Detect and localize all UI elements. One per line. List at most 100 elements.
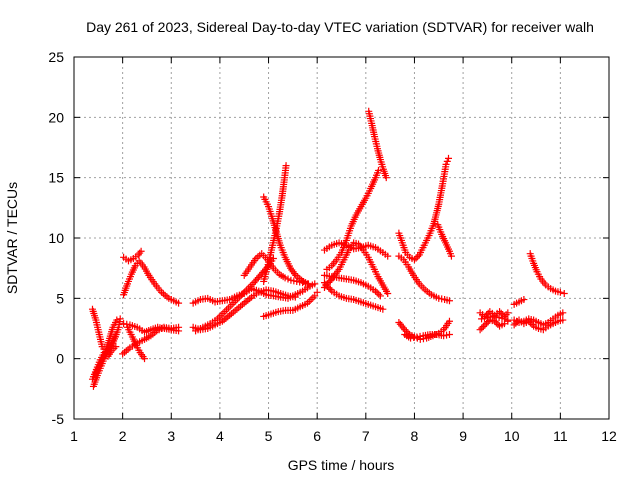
series-arc-15 bbox=[260, 162, 290, 285]
x-tick-label: 8 bbox=[411, 428, 419, 444]
series-arc-32 bbox=[526, 250, 568, 298]
y-tick-label: 10 bbox=[48, 230, 64, 246]
data-point bbox=[556, 288, 564, 296]
data-point bbox=[560, 290, 568, 298]
data-point bbox=[379, 305, 387, 313]
x-tick-label: 2 bbox=[119, 428, 127, 444]
data-point bbox=[491, 317, 499, 325]
data-point bbox=[484, 318, 492, 326]
y-tick-label: 15 bbox=[48, 170, 64, 186]
series-arc-25 bbox=[434, 221, 455, 260]
series-arc-22 bbox=[365, 107, 390, 182]
series-arc-26 bbox=[395, 317, 453, 343]
series-arc-16 bbox=[260, 288, 321, 320]
series-arc-14 bbox=[260, 193, 311, 288]
series-arc-21 bbox=[323, 166, 382, 273]
series-arc-08 bbox=[119, 323, 183, 358]
y-axis-label: SDTVAR / TECUs bbox=[4, 182, 20, 294]
data-point bbox=[528, 320, 536, 328]
data-point bbox=[375, 290, 383, 298]
y-tick-label: 5 bbox=[56, 290, 64, 306]
x-tick-label: 7 bbox=[362, 428, 370, 444]
data-point bbox=[112, 343, 120, 351]
x-axis-label: GPS time / hours bbox=[288, 457, 395, 473]
x-tick-label: 6 bbox=[313, 428, 321, 444]
data-point bbox=[559, 316, 567, 324]
data-point bbox=[512, 319, 520, 327]
data-point bbox=[412, 254, 420, 262]
series-arc-24 bbox=[395, 252, 453, 305]
data-point bbox=[291, 293, 299, 301]
data-point bbox=[239, 290, 247, 298]
data-point bbox=[442, 160, 450, 168]
series-arc-06 bbox=[120, 257, 183, 307]
data-point bbox=[479, 322, 487, 330]
data-point bbox=[226, 302, 234, 310]
data-point bbox=[525, 317, 533, 325]
x-tick-label: 9 bbox=[459, 428, 467, 444]
series-arc-23 bbox=[395, 154, 452, 264]
data-point bbox=[175, 323, 183, 331]
x-tick-label: 12 bbox=[601, 428, 617, 444]
data-point bbox=[483, 319, 491, 327]
data-point bbox=[309, 294, 317, 302]
data-point bbox=[504, 309, 512, 317]
x-tick-label: 1 bbox=[70, 428, 78, 444]
data-point bbox=[520, 296, 528, 304]
series-arc-09 bbox=[124, 323, 149, 363]
data-point bbox=[445, 154, 452, 162]
y-tick-label: -5 bbox=[52, 411, 65, 427]
data-point bbox=[481, 321, 489, 329]
data-point bbox=[559, 309, 567, 317]
data-point bbox=[313, 288, 321, 296]
data-point bbox=[510, 321, 518, 329]
data-point bbox=[311, 280, 319, 288]
data-point bbox=[311, 292, 319, 300]
data-points bbox=[88, 107, 568, 390]
x-tick-label: 4 bbox=[216, 428, 224, 444]
grid-lines bbox=[74, 57, 609, 419]
y-tick-label: 20 bbox=[48, 109, 64, 125]
x-tick-label: 5 bbox=[265, 428, 273, 444]
x-tick-label: 10 bbox=[504, 428, 520, 444]
data-point bbox=[384, 290, 392, 298]
series-arc-31 bbox=[510, 296, 528, 308]
data-point bbox=[307, 296, 315, 304]
chart-title: Day 261 of 2023, Sidereal Day-to-day VTE… bbox=[86, 19, 594, 35]
data-point bbox=[269, 255, 277, 263]
data-point bbox=[282, 162, 290, 170]
y-tick-label: 0 bbox=[56, 351, 64, 367]
data-point bbox=[478, 324, 486, 332]
data-point bbox=[414, 253, 422, 261]
data-point bbox=[447, 252, 455, 260]
data-point bbox=[502, 311, 510, 319]
data-point bbox=[413, 333, 421, 341]
series-arc-30 bbox=[478, 312, 512, 324]
data-point bbox=[407, 334, 415, 342]
series-arc-19 bbox=[320, 271, 384, 300]
data-point bbox=[445, 331, 453, 339]
x-tick-label: 11 bbox=[553, 428, 568, 444]
data-point bbox=[303, 280, 311, 288]
data-point bbox=[137, 247, 145, 255]
series-arc-04 bbox=[92, 315, 124, 377]
x-tick-label: 3 bbox=[167, 428, 175, 444]
data-point bbox=[416, 332, 424, 340]
data-point bbox=[373, 289, 381, 297]
series-arc-27 bbox=[401, 331, 453, 342]
data-point bbox=[326, 285, 334, 293]
data-point bbox=[496, 308, 504, 316]
data-point bbox=[410, 334, 418, 342]
data-point bbox=[120, 320, 128, 328]
data-point bbox=[410, 256, 418, 264]
data-point bbox=[141, 355, 149, 363]
data-point bbox=[136, 249, 144, 257]
data-point bbox=[384, 252, 392, 260]
data-point bbox=[445, 297, 453, 305]
data-point bbox=[123, 320, 131, 328]
series-arc-34 bbox=[510, 316, 567, 334]
data-point bbox=[175, 299, 183, 307]
data-point bbox=[116, 315, 124, 323]
data-point bbox=[443, 157, 451, 165]
